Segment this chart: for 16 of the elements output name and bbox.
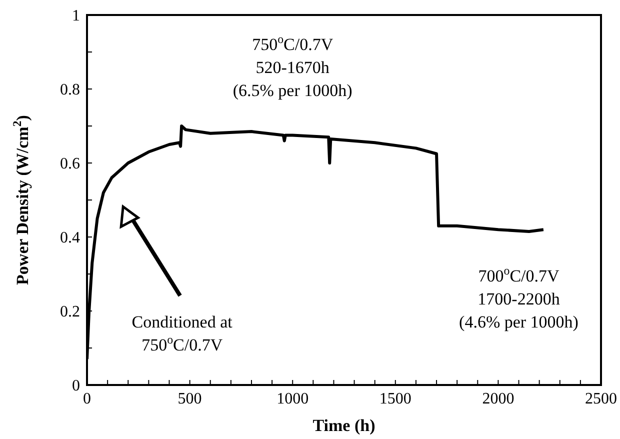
y-tick-label: 0.2 <box>60 304 80 321</box>
annotation: 750$^{o}$C/0.7V 520-1670h (6.5% per 1000h) <box>232 32 352 100</box>
annotation: 700$^{o}$C/0.7V 1700-2200h (4.6% per 1000h) <box>459 263 578 332</box>
y-tick-label: 0.4 <box>60 230 80 247</box>
y-tick-label: 0 <box>72 378 80 395</box>
x-tick-label: 0 <box>83 390 91 408</box>
y-tick-label: 0.6 <box>60 156 80 173</box>
x-tick-label: 1000 <box>276 390 309 408</box>
x-tick-label: 500 <box>178 390 202 408</box>
annotation: Conditioned at 750$^{o}$C/0.7V <box>132 312 233 355</box>
x-tick-label: 1500 <box>379 390 412 408</box>
y-tick-label: 1 <box>72 8 80 25</box>
y-tick-label: 0.8 <box>60 82 80 99</box>
x-axis-title: Time (h) <box>312 416 376 435</box>
x-tick-label: 2000 <box>482 390 514 408</box>
x-tick-label: 2500 <box>585 390 617 408</box>
